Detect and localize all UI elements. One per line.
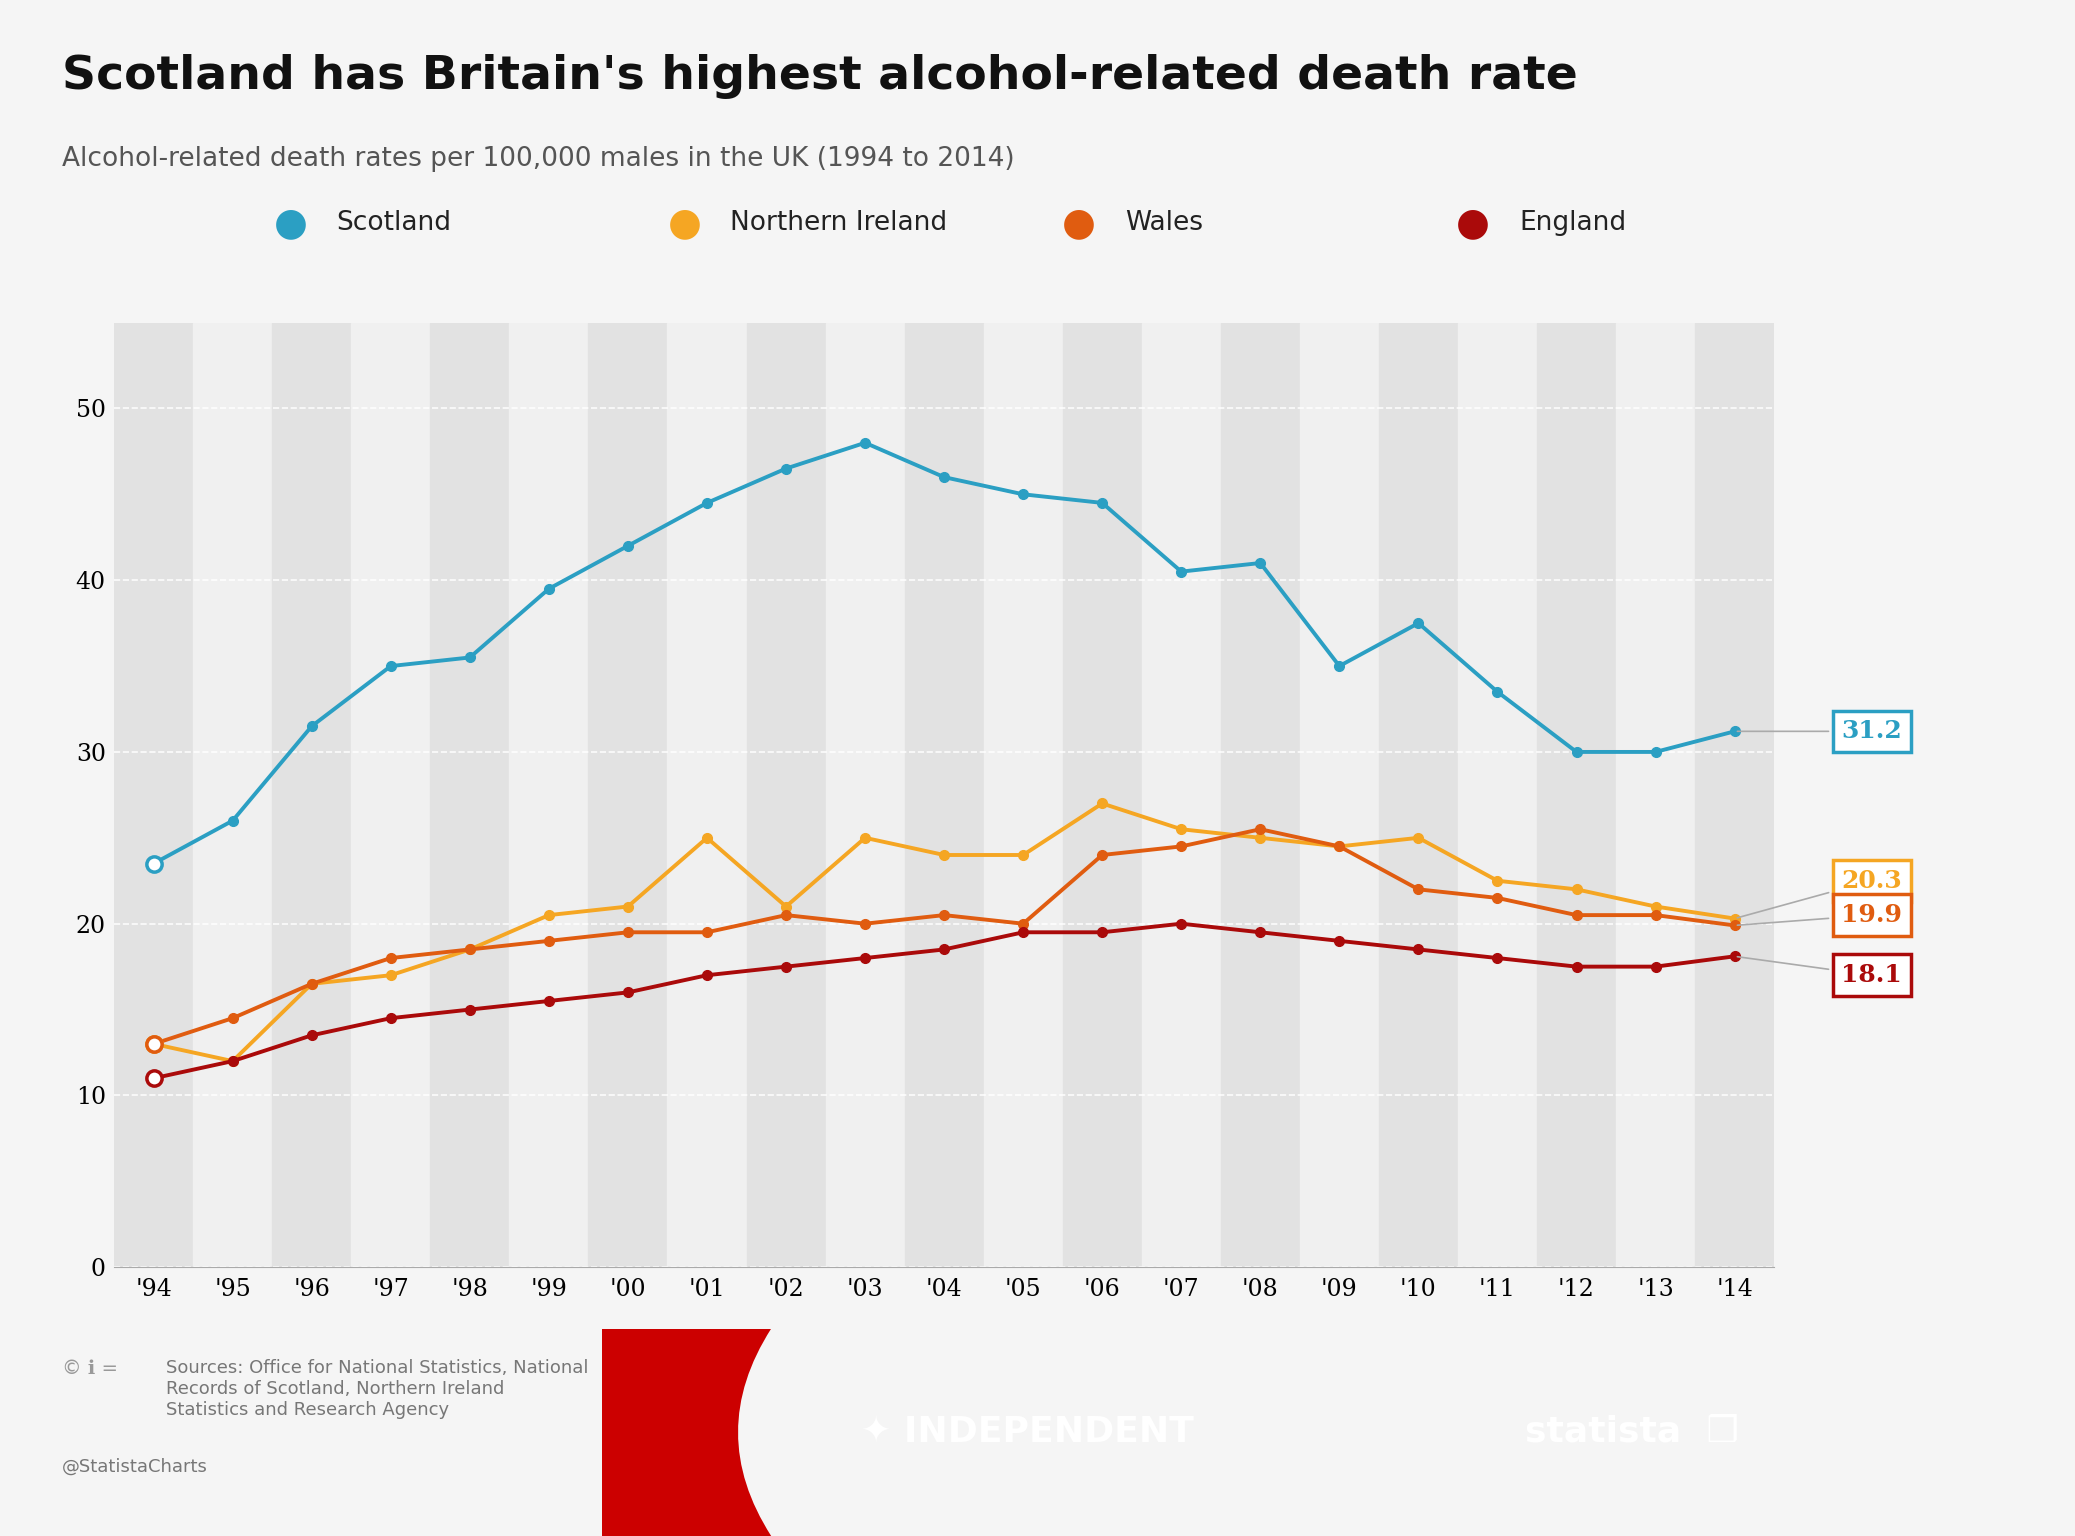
Bar [1695,323,1774,1267]
Text: Alcohol-related death rates per 100,000 males in the UK (1994 to 2014): Alcohol-related death rates per 100,000 … [62,146,1015,172]
Polygon shape [602,1329,749,1536]
Bar [1220,323,1299,1267]
Text: ●: ● [1062,204,1096,241]
Bar [668,323,747,1267]
Bar [351,323,430,1267]
Text: ●: ● [668,204,701,241]
Bar [1062,323,1141,1267]
Text: 19.9: 19.9 [1737,903,1903,928]
Text: ✦ INDEPENDENT: ✦ INDEPENDENT [861,1415,1193,1448]
Bar [905,323,984,1267]
Bar [1538,323,1616,1267]
Bar [747,323,826,1267]
Text: statista  ❒: statista ❒ [1525,1415,1739,1448]
Text: Scotland has Britain's highest alcohol-related death rate: Scotland has Britain's highest alcohol-r… [62,54,1577,98]
Bar [193,323,272,1267]
Text: ●: ● [1457,204,1490,241]
Bar [589,323,668,1267]
Bar [826,323,905,1267]
Text: © ℹ =: © ℹ = [62,1359,118,1378]
Bar [1616,323,1695,1267]
Text: 31.2: 31.2 [1737,719,1903,743]
Bar [430,323,508,1267]
Text: ●: ● [274,204,307,241]
PathPatch shape [602,1329,772,1536]
Bar [984,323,1062,1267]
Text: Scotland: Scotland [336,210,450,235]
Bar [508,323,589,1267]
Text: England: England [1519,210,1627,235]
Text: Sources: Office for National Statistics, National
Records of Scotland, Northern : Sources: Office for National Statistics,… [166,1359,589,1419]
Bar [1141,323,1220,1267]
Bar [1459,323,1538,1267]
Text: Northern Ireland: Northern Ireland [730,210,948,235]
Bar [272,323,351,1267]
Bar [1380,323,1459,1267]
Text: Wales: Wales [1125,210,1204,235]
Text: @StatistaCharts: @StatistaCharts [62,1458,208,1476]
Text: 20.3: 20.3 [1737,869,1903,919]
Bar [114,323,193,1267]
Text: 18.1: 18.1 [1737,957,1903,988]
Bar [1299,323,1380,1267]
